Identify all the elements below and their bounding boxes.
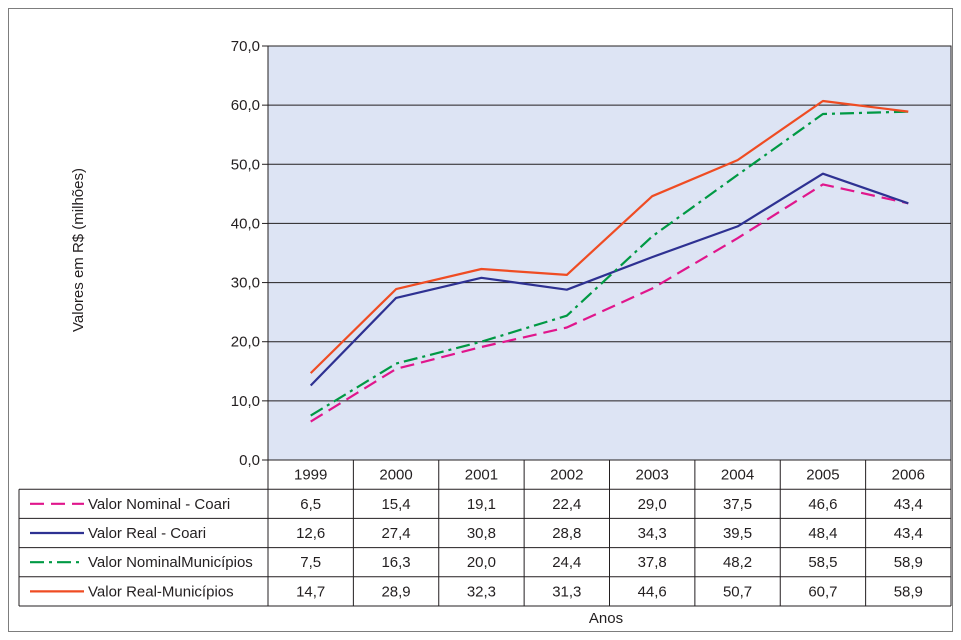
table-cell: 19,1 xyxy=(467,496,496,513)
table-cell: 16,3 xyxy=(381,554,410,571)
table-cell: 50,7 xyxy=(723,583,752,600)
x-tick-label: 2002 xyxy=(550,467,583,484)
data-table: 1999 2000 2001 2002 2003 2004 2005 2006 Valor No… xyxy=(18,459,952,607)
x-tick-label: 1999 xyxy=(294,467,327,484)
table-cell: 48,4 xyxy=(808,525,837,542)
y-tick-label: 0,0 xyxy=(239,452,260,469)
y-axis-ticks: 0,0 10,0 20,0 30,0 40,0 50,0 60,0 70,0 xyxy=(231,38,260,469)
table-cell: 46,6 xyxy=(808,496,837,513)
table-cell: 28,8 xyxy=(552,525,581,542)
x-tick-label: 2004 xyxy=(721,467,754,484)
series-line xyxy=(310,110,909,417)
legend-label: Valor Real - Coari xyxy=(88,525,206,542)
series-line xyxy=(310,183,909,423)
y-tick-label: 50,0 xyxy=(231,156,260,173)
table-cell: 7,5 xyxy=(300,554,321,571)
series-line xyxy=(309,99,909,374)
table-cell: 14,7 xyxy=(296,583,325,600)
series-line xyxy=(309,172,909,387)
x-axis-label: Anos xyxy=(589,610,623,627)
table-cell: 58,9 xyxy=(894,583,923,600)
table-cell: 15,4 xyxy=(381,496,410,513)
y-tick-label: 10,0 xyxy=(231,393,260,410)
table-cell: 27,4 xyxy=(381,525,410,542)
table-cell: 31,3 xyxy=(552,583,581,600)
table-cell: 58,9 xyxy=(894,554,923,571)
chart-frame xyxy=(8,8,953,632)
table-cell: 28,9 xyxy=(381,583,410,600)
plot-area xyxy=(267,45,952,461)
table-cell: 48,2 xyxy=(723,554,752,571)
table-cell: 24,4 xyxy=(552,554,581,571)
legend-label: Valor NominalMunicípios xyxy=(88,554,253,571)
table-cell: 34,3 xyxy=(638,525,667,542)
table-cell: 39,5 xyxy=(723,525,752,542)
table-cell: 43,4 xyxy=(894,525,923,542)
x-tick-label: 2006 xyxy=(892,467,925,484)
table-cell: 12,6 xyxy=(296,525,325,542)
y-tick-label: 60,0 xyxy=(231,97,260,114)
table-cell: 37,8 xyxy=(638,554,667,571)
table-cell: 44,6 xyxy=(638,583,667,600)
x-tick-label: 2000 xyxy=(379,467,412,484)
y-axis-label: Valores em R$ (milhões) xyxy=(70,168,87,332)
table-cell: 29,0 xyxy=(638,496,667,513)
x-tick-label: 2003 xyxy=(636,467,669,484)
x-tick-label: 2001 xyxy=(465,467,498,484)
x-tick-label: 2005 xyxy=(806,467,839,484)
table-cell: 20,0 xyxy=(467,554,496,571)
table-cell: 32,3 xyxy=(467,583,496,600)
y-tick-label: 70,0 xyxy=(231,38,260,55)
table-cell: 30,8 xyxy=(467,525,496,542)
y-tick-label: 20,0 xyxy=(231,334,260,351)
gridlines xyxy=(262,45,951,461)
y-tick-label: 30,0 xyxy=(231,275,260,292)
table-cell: 43,4 xyxy=(894,496,923,513)
table-cell: 6,5 xyxy=(300,496,321,513)
legend-label: Valor Real-Municípios xyxy=(88,583,234,600)
table-cell: 22,4 xyxy=(552,496,581,513)
y-tick-label: 40,0 xyxy=(231,215,260,232)
table-cell: 58,5 xyxy=(808,554,837,571)
legend-label: Valor Nominal - Coari xyxy=(88,496,230,513)
series-lines xyxy=(309,99,909,423)
table-cell: 37,5 xyxy=(723,496,752,513)
table-cell: 60,7 xyxy=(808,583,837,600)
